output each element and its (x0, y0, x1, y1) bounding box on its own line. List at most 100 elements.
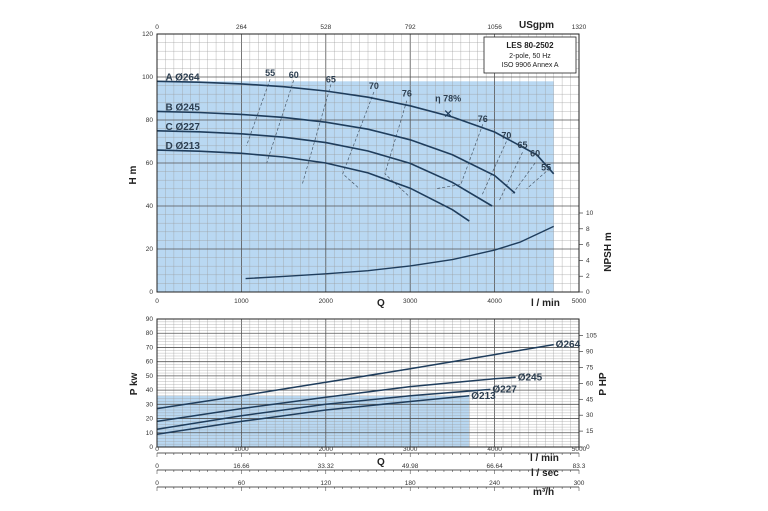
efficiency-label: 65 (517, 140, 527, 150)
usgpm-tick-label: 264 (236, 24, 247, 31)
lmin-tick-label: 4000 (487, 446, 502, 453)
efficiency-iso-line (384, 100, 411, 198)
hp-tick-label: 90 (586, 349, 594, 356)
usgpm-tick-label: 792 (405, 24, 416, 31)
head-chart-frame (156, 33, 580, 293)
power-tick-label: 70 (146, 344, 154, 351)
npsh-tick-label: 4 (586, 257, 590, 264)
hp-tick-label: 105 (586, 333, 597, 340)
hp-tick-label: 0 (586, 444, 590, 451)
usgpm-tick-label: 528 (320, 24, 331, 31)
npsh-tick-label: 2 (586, 273, 590, 280)
head-tick-label: 80 (146, 117, 154, 124)
efficiency-label: 70 (369, 81, 379, 91)
m3h-tick-label: 60 (238, 480, 246, 487)
head-curve-label: A Ø264 (165, 72, 200, 83)
q-axis-label-bottom: Q (377, 457, 385, 468)
info-box-line1: 2-pole, 50 Hz (509, 53, 551, 60)
usgpm-axis-unit: USgpm (519, 20, 554, 31)
power-curve-label: Ø245 (518, 372, 543, 383)
m3h-tick-label: 120 (320, 480, 331, 487)
power-axis-label: P kw (129, 372, 140, 395)
lsec-tick-label: 33.32 (318, 463, 335, 470)
hp-axis-label: P HP (598, 372, 609, 395)
lsec-tick-label: 83.3 (573, 463, 586, 470)
lsec-tick-label: 16.66 (233, 463, 250, 470)
npsh-tick-label: 8 (586, 226, 590, 233)
efficiency-label: 60 (289, 70, 299, 80)
efficiency-iso-line (266, 80, 295, 164)
hp-tick-label: 45 (586, 396, 594, 403)
operating-range-area (157, 81, 554, 292)
head-axis-label: H m (128, 165, 139, 184)
hp-tick-label: 15 (586, 428, 594, 435)
head-curve (156, 149, 470, 222)
power-tick-label: 60 (146, 359, 154, 366)
power-tick-label: 50 (146, 373, 154, 380)
power-tick-label: 0 (149, 444, 153, 451)
power-chart: 0 10 20 30 40 50 60 70 80 90 0 15 30 45 60 75 90 105 0 1000… (129, 316, 609, 498)
q-axis-label-top: Q (377, 298, 385, 309)
hp-tick-label: 30 (586, 412, 594, 419)
lmin-axis-unit-top: l / min (531, 298, 560, 309)
power-tick-label: 90 (146, 316, 154, 323)
efficiency-label: 70 (501, 130, 511, 140)
lsec-tick-label: 49.98 (402, 463, 419, 470)
power-curve-label: Ø213 (471, 391, 496, 402)
lmin-tick-label: 4000 (487, 298, 502, 305)
head-curve-labels: A Ø264 B Ø245 C Ø227 D Ø213 (165, 72, 200, 152)
efficiency-label: η 78% (435, 94, 461, 104)
m3h-axis-unit: m³/h (533, 487, 554, 498)
power-tick-label: 30 (146, 401, 154, 408)
m3h-tick-label: 240 (489, 480, 500, 487)
lmin-tick-label: 0 (155, 446, 159, 453)
power-chart-frame (156, 318, 580, 448)
head-tick-label: 120 (142, 31, 153, 38)
head-tick-label: 40 (146, 203, 154, 210)
power-tick-label: 20 (146, 416, 154, 423)
head-tick-label: 60 (146, 160, 154, 167)
power-curves (156, 343, 554, 435)
usgpm-tick-label: 1056 (487, 24, 502, 31)
power-curve (156, 388, 491, 430)
head-curve (156, 110, 516, 194)
lsec-tick-label: 66.64 (486, 463, 503, 470)
efficiency-iso-line (435, 124, 484, 190)
lmin-tick-label: 2000 (319, 298, 334, 305)
efficiency-label: 55 (541, 163, 551, 173)
power-tick-label: 40 (146, 387, 154, 394)
head-tick-label: 20 (146, 246, 154, 253)
npsh-tick-label: 10 (586, 210, 594, 217)
efficiency-curves (246, 79, 547, 202)
info-box: LES 80-2502 2-pole, 50 Hz ISO 9906 Annex… (483, 36, 577, 74)
lmin-tick-label: 1000 (234, 446, 249, 453)
npsh-tick-label: 6 (586, 242, 590, 249)
efficiency-label: 76 (478, 114, 488, 124)
head-curve (156, 130, 493, 207)
lmin-tick-label: 2000 (319, 446, 334, 453)
hp-tick-label: 75 (586, 364, 594, 371)
bep-marker (444, 110, 452, 117)
head-curves (156, 80, 555, 222)
m3h-tick-label: 300 (574, 480, 585, 487)
power-curve-label: Ø227 (492, 384, 517, 395)
head-curve (156, 80, 555, 175)
lmin-tick-label: 3000 (403, 298, 418, 305)
head-curve-label: C Ø227 (165, 122, 200, 133)
info-box-title: LES 80-2502 (506, 41, 554, 50)
efficiency-iso-line (526, 171, 547, 190)
power-curve (156, 376, 516, 423)
head-curve-label: D Ø213 (165, 141, 200, 152)
m3h-tick-label: 0 (155, 480, 159, 487)
power-curve-label: Ø264 (556, 340, 581, 351)
npsh-tick-label: 0 (586, 289, 590, 296)
head-tick-label: 100 (142, 74, 153, 81)
power-curve (156, 395, 470, 435)
npsh-curve (245, 225, 554, 280)
npsh-axis-label: NPSH m (603, 232, 614, 272)
head-curve-label: B Ø245 (165, 102, 200, 113)
